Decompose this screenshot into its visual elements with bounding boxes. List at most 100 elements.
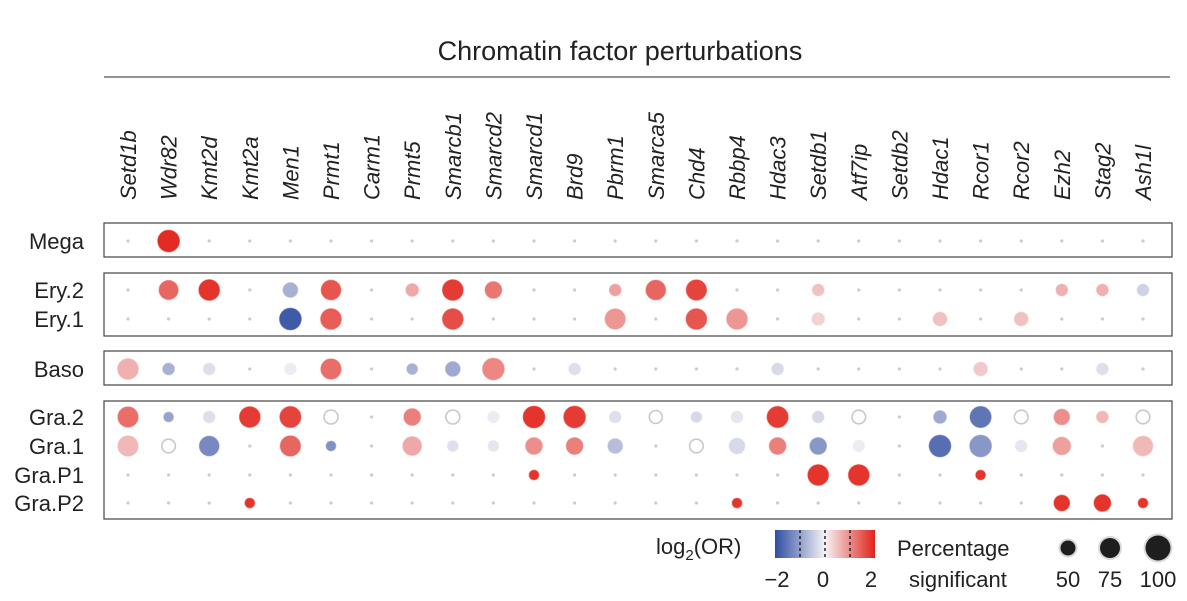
gene-label: Atf7ip <box>847 144 872 202</box>
background-dot <box>167 473 171 477</box>
background-dot <box>857 288 861 292</box>
data-dot <box>927 433 953 459</box>
data-dot <box>527 468 541 482</box>
background-dot <box>410 473 414 477</box>
background-dot <box>573 501 577 505</box>
data-dot <box>319 357 343 381</box>
data-dot <box>157 279 180 301</box>
background-dot <box>816 367 820 371</box>
row-label: Ery.2 <box>34 278 84 303</box>
background-dot <box>613 501 617 505</box>
background-dot <box>126 473 130 477</box>
data-dot <box>972 360 989 378</box>
background-dot <box>654 444 658 448</box>
background-dot <box>897 367 902 371</box>
background-dot <box>979 317 983 321</box>
background-dot <box>1019 367 1023 371</box>
background-dot <box>1019 239 1023 243</box>
gene-label: Kmt2d <box>197 136 222 200</box>
data-dot <box>564 436 585 456</box>
size-legend-label: 75 <box>1098 567 1122 592</box>
background-dot <box>1060 473 1064 477</box>
gene-label: Smarcd1 <box>522 112 547 200</box>
data-dot <box>243 496 256 510</box>
data-dot <box>562 404 587 430</box>
background-dot <box>1141 239 1145 243</box>
data-dot <box>444 360 462 378</box>
dots <box>116 228 1155 513</box>
data-dot <box>811 409 826 425</box>
background-dot <box>248 473 252 477</box>
chart-title: Chromatin factor perturbations <box>438 36 803 66</box>
background-dot <box>735 239 739 243</box>
gene-label: Brd9 <box>563 154 588 200</box>
data-dot <box>161 438 177 454</box>
background-dot <box>532 239 536 243</box>
background-dot <box>735 288 739 292</box>
data-dot <box>1095 361 1110 377</box>
background-dot <box>1060 317 1064 321</box>
data-dot <box>281 281 299 299</box>
data-dot <box>401 435 423 457</box>
gene-label: Pbrm1 <box>603 135 628 200</box>
row-label: Gra.P1 <box>14 463 84 488</box>
row-labels: Mega Ery.2 Ery.1 Baso Gra.2 Gra.1 Gra.P1 Gra.P2 <box>14 229 84 516</box>
background-dot <box>370 473 374 477</box>
background-dot <box>248 239 252 243</box>
background-dot <box>776 473 780 477</box>
background-dot <box>207 239 211 243</box>
size-legend: Percentage significant 50 75 100 <box>897 533 1177 592</box>
background-dot <box>694 367 699 371</box>
background-dot <box>532 288 536 292</box>
data-dot <box>324 439 338 453</box>
background-dot <box>370 239 374 243</box>
background-dot <box>167 317 171 321</box>
panel-frame <box>103 222 1173 258</box>
background-dot <box>938 288 942 292</box>
gene-label: Smarcb1 <box>441 112 466 200</box>
gene-label: Rbbp4 <box>725 135 750 200</box>
background-dot <box>979 239 983 243</box>
background-dot <box>491 317 495 321</box>
gene-label: Prmt5 <box>400 141 425 200</box>
background-dot <box>897 239 902 243</box>
background-dot <box>776 317 780 321</box>
data-dot <box>319 278 343 302</box>
data-dot <box>567 361 582 377</box>
row-label: Gra.2 <box>29 405 84 430</box>
data-dot <box>644 278 667 302</box>
background-dot <box>1100 239 1104 243</box>
gene-label: Hdac3 <box>766 136 791 200</box>
data-dot <box>608 409 623 425</box>
data-dot <box>161 361 176 377</box>
gene-label: Smarcd2 <box>481 112 506 200</box>
background-dot <box>329 501 333 505</box>
background-dot <box>491 473 495 477</box>
data-dot <box>202 409 217 425</box>
data-dot <box>116 357 140 381</box>
gene-label: Carm1 <box>360 134 385 200</box>
data-dot <box>1135 282 1151 298</box>
background-dot <box>1019 288 1023 292</box>
background-dot <box>288 239 292 243</box>
data-dot <box>481 356 506 382</box>
data-dot <box>197 278 221 302</box>
background-dot <box>126 288 130 292</box>
background-dot <box>573 317 577 321</box>
data-dot <box>974 468 987 482</box>
background-dot <box>654 239 658 243</box>
data-dot <box>162 410 175 424</box>
gene-label: Stag2 <box>1090 143 1115 201</box>
data-dot <box>648 409 664 425</box>
row-label: Mega <box>29 229 85 254</box>
background-dot <box>248 367 252 371</box>
data-dot <box>608 282 623 298</box>
size-legend-label: 100 <box>1140 567 1177 592</box>
background-dot <box>1100 473 1104 477</box>
data-dot <box>1092 493 1113 513</box>
data-dot <box>1052 493 1071 513</box>
colorbar-tick-label: 0 <box>817 567 829 592</box>
background-dot <box>938 239 942 243</box>
background-dot <box>370 317 374 321</box>
